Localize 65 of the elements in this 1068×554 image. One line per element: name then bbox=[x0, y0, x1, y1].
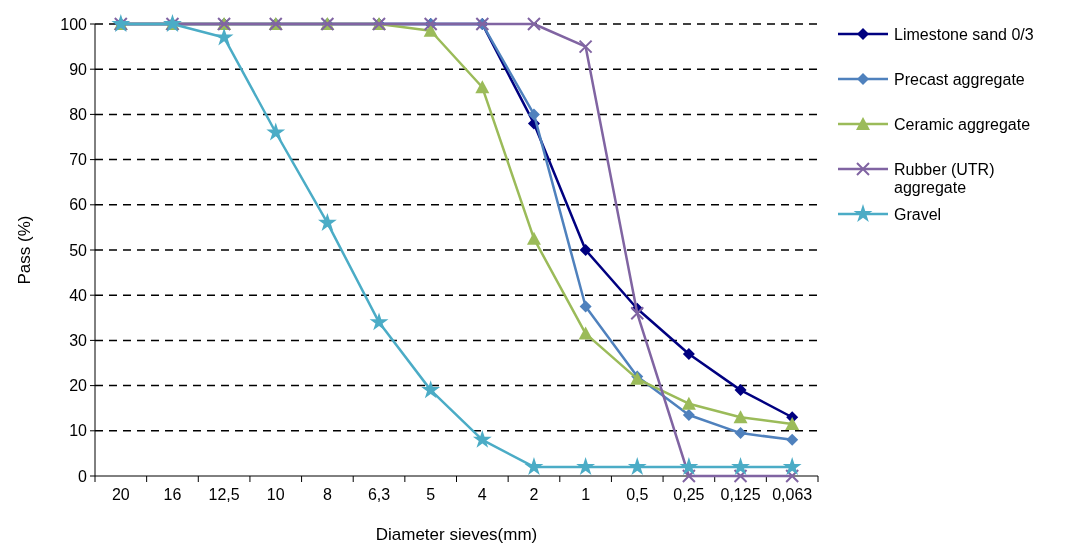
y-tick-label: 50 bbox=[69, 241, 88, 259]
legend-label: Precast aggregate bbox=[894, 70, 1025, 88]
point bbox=[579, 244, 592, 256]
point bbox=[524, 457, 544, 475]
point bbox=[733, 410, 748, 424]
y-tick-label: 70 bbox=[69, 151, 88, 169]
x-tick-label: 16 bbox=[163, 486, 182, 503]
point bbox=[526, 17, 541, 31]
point bbox=[578, 326, 593, 340]
point bbox=[734, 384, 747, 397]
point bbox=[578, 39, 593, 54]
point bbox=[734, 427, 747, 440]
x-tick-label: 20 bbox=[111, 486, 130, 503]
point bbox=[627, 457, 647, 475]
x-tick-label: 0,063 bbox=[772, 486, 813, 503]
point bbox=[527, 108, 540, 121]
y-tick-label: 90 bbox=[69, 60, 88, 78]
x-tick-label: 8 bbox=[322, 486, 332, 503]
point bbox=[681, 396, 696, 410]
point bbox=[733, 469, 748, 483]
point bbox=[682, 408, 695, 421]
legend-label: Ceramic aggregate bbox=[894, 115, 1031, 133]
y-tick-label: 10 bbox=[69, 422, 88, 440]
point bbox=[423, 23, 438, 37]
point bbox=[317, 212, 337, 231]
point bbox=[475, 80, 490, 94]
legend-label: Gravel bbox=[894, 205, 942, 223]
x-tick-label: 10 bbox=[266, 486, 285, 503]
y-tick-label: 0 bbox=[78, 467, 88, 485]
point bbox=[579, 300, 592, 313]
point bbox=[266, 122, 286, 141]
x-tick-label: 12,5 bbox=[208, 486, 240, 503]
point bbox=[214, 27, 234, 46]
x-tick-label: 6,3 bbox=[367, 486, 391, 503]
x-tick-label: 1 bbox=[581, 486, 591, 503]
x-tick-label: 4 bbox=[477, 486, 487, 503]
point bbox=[369, 312, 389, 331]
point bbox=[731, 457, 750, 475]
point bbox=[421, 380, 441, 399]
point bbox=[630, 306, 645, 321]
x-tick-label: 2 bbox=[529, 486, 539, 503]
x-tick-label: 0,125 bbox=[720, 486, 761, 503]
point bbox=[782, 457, 802, 475]
x-tick-label: 5 bbox=[426, 486, 436, 503]
point bbox=[682, 347, 695, 360]
point bbox=[785, 469, 800, 483]
y-tick-label: 100 bbox=[60, 15, 88, 33]
y-axis-title: Pass (%) bbox=[15, 215, 34, 285]
x-axis-title: Diameter sieves(mm) bbox=[375, 525, 538, 544]
point bbox=[679, 457, 699, 475]
legend-label: Rubber (UTR) aggregate bbox=[894, 160, 995, 196]
point bbox=[472, 429, 492, 448]
y-tick-label: 40 bbox=[69, 286, 88, 304]
point bbox=[681, 469, 696, 483]
y-tick-label: 20 bbox=[69, 377, 88, 395]
legend-label: Limestone sand 0/3 bbox=[894, 25, 1034, 43]
point bbox=[786, 433, 799, 446]
point bbox=[526, 231, 541, 245]
y-tick-label: 80 bbox=[69, 106, 88, 123]
x-tick-label: 0,25 bbox=[673, 486, 705, 503]
y-tick-label: 30 bbox=[69, 332, 88, 349]
point bbox=[576, 457, 596, 475]
y-tick-label: 60 bbox=[69, 196, 88, 214]
point bbox=[785, 417, 800, 431]
x-tick-label: 0,5 bbox=[626, 486, 649, 503]
